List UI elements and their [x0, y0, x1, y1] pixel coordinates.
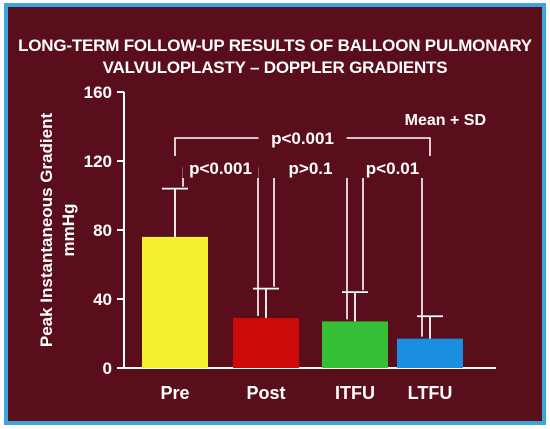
- p-value-label: p<0.001: [271, 129, 334, 148]
- y-tick-label: 160: [84, 83, 112, 102]
- legend-note: Mean + SD: [405, 112, 486, 129]
- slide-frame: LONG-TERM FOLLOW-UP RESULTS OF BALLOON P…: [4, 3, 546, 425]
- chart-title-line-2: VALVULOPLASTY – DOPPLER GRADIENTS: [102, 58, 448, 77]
- y-axis-title: Peak Instantaneous Gradient: [37, 113, 56, 348]
- bracket-label-backing: [354, 158, 431, 178]
- x-tick-label: Post: [246, 383, 285, 403]
- y-tick-label: 40: [93, 290, 112, 309]
- bar-ltfu: [397, 338, 463, 368]
- p-value-label: p<0.01: [366, 159, 419, 178]
- bar-chart: 0 40 80 120 160 Pre Post ITFU LTFU p<0.001 p<0.0…: [37, 83, 496, 403]
- x-tick-label: ITFU: [335, 383, 375, 403]
- p-value-label: p<0.001: [189, 159, 252, 178]
- bar-pre: [142, 236, 208, 368]
- p-value-label: p>0.1: [289, 159, 333, 178]
- y-tick-label: 80: [93, 221, 112, 240]
- y-axis-unit: mmHg: [59, 204, 78, 257]
- bar-post: [233, 317, 299, 368]
- bracket-label-backing: [182, 158, 259, 178]
- significance-bracket: [362, 167, 423, 337]
- x-tick-label: LTFU: [408, 383, 453, 403]
- x-tick-label: Pre: [160, 383, 189, 403]
- bracket-label-backing: [272, 158, 349, 178]
- significance-bracket: [273, 167, 348, 320]
- chart-title-line-1: LONG-TERM FOLLOW-UP RESULTS OF BALLOON P…: [18, 36, 532, 55]
- chart-title: LONG-TERM FOLLOW-UP RESULTS OF BALLOON P…: [8, 35, 542, 79]
- y-tick-label: 0: [103, 359, 112, 378]
- bar-itfu: [322, 321, 388, 368]
- y-tick-label: 120: [84, 152, 112, 171]
- bracket-label-backing: [258, 128, 347, 148]
